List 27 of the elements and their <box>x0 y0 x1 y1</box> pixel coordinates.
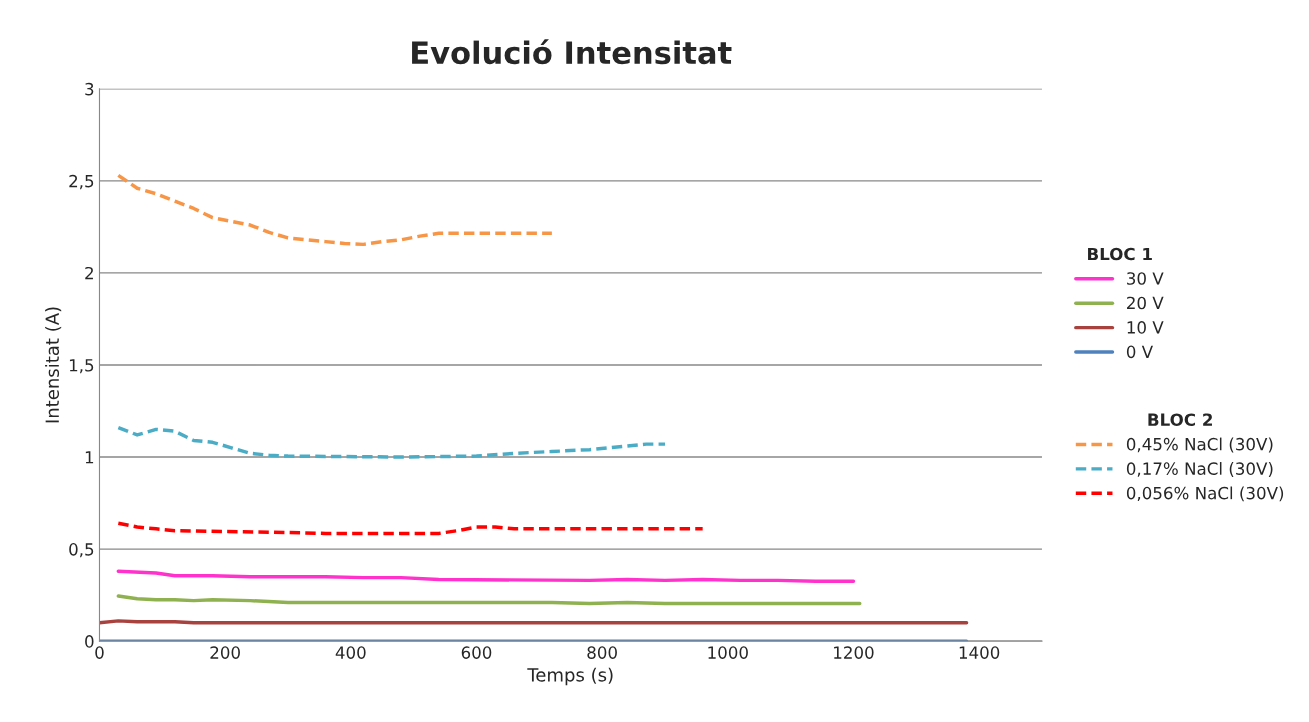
y-tick-label: 2,5 <box>69 174 94 190</box>
legend-label: 0 V <box>1126 345 1153 359</box>
chart-title: Evolució Intensitat <box>412 39 732 65</box>
x-tick-label: 600 <box>461 646 492 659</box>
x-tick-label: 400 <box>335 646 366 659</box>
y-axis-title: Intensitat (A) <box>45 307 62 423</box>
x-tick-label: 1200 <box>834 646 874 659</box>
y-tick-label: 1 <box>85 451 94 464</box>
y-tick-label: 1,5 <box>69 359 94 374</box>
legend-label: 0,45% NaCl (30V) <box>1126 437 1273 453</box>
y-tick-label: 3 <box>85 82 94 96</box>
legend-label: 30 V <box>1127 272 1164 285</box>
legend-label: 10 V <box>1127 321 1164 334</box>
y-tick-label: 0,5 <box>69 543 94 558</box>
x-tick-label: 200 <box>210 646 240 659</box>
legend-title: BLOC 1 <box>1088 247 1152 261</box>
x-tick-label: 1400 <box>959 646 1000 659</box>
y-tick-label: 0 <box>85 635 94 648</box>
x-axis-title: Temps (s) <box>527 667 613 686</box>
legend-label: 0,17% NaCl (30V) <box>1126 462 1273 477</box>
x-tick-label: 0 <box>95 646 104 659</box>
legend-label: 20 V <box>1127 296 1164 310</box>
y-tick-label: 2 <box>85 266 93 280</box>
legend-label: 0,056% NaCl (30V) <box>1126 486 1284 502</box>
text: BLOC 2 <box>1148 413 1212 427</box>
x-tick-label: 1000 <box>708 646 748 659</box>
x-tick-label: 800 <box>587 646 617 659</box>
